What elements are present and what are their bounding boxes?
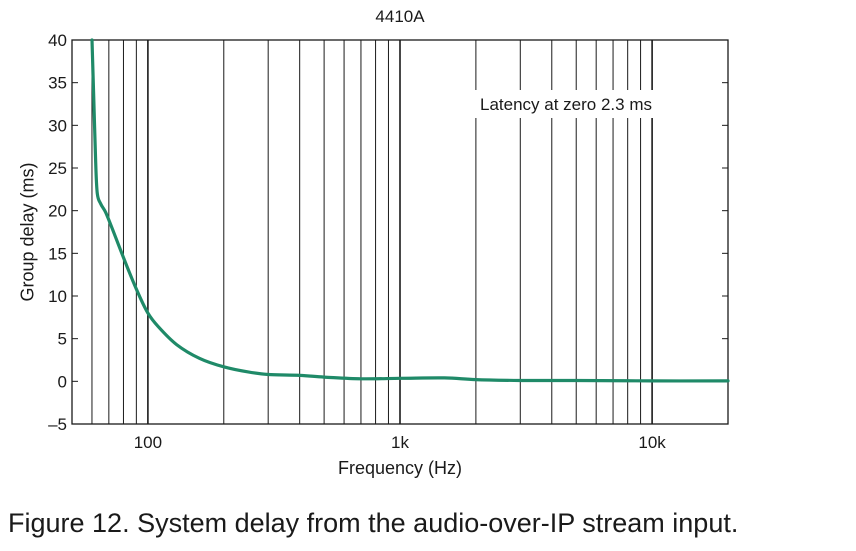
y-tick-label: 35 bbox=[48, 74, 67, 93]
latency-annotation-background bbox=[471, 90, 704, 118]
plot-frame bbox=[71, 39, 729, 425]
x-axis-title: Frequency (Hz) bbox=[338, 458, 462, 478]
y-tick-label: 20 bbox=[48, 202, 67, 221]
y-tick-label: 25 bbox=[48, 159, 67, 178]
series bbox=[90, 38, 730, 383]
latency-annotation: Latency at zero 2.3 ms bbox=[471, 90, 704, 118]
y-tick-label: 0 bbox=[58, 372, 67, 391]
chart-title: 4410A bbox=[375, 7, 425, 26]
y-tick-label: –5 bbox=[48, 415, 67, 434]
x-tick-label: 1k bbox=[391, 433, 409, 452]
figure-caption: Figure 12. System delay from the audio-o… bbox=[8, 508, 739, 538]
group-delay-line bbox=[90, 38, 730, 383]
x-tick-label: 100 bbox=[134, 433, 162, 452]
y-tick-label: 30 bbox=[48, 116, 67, 135]
tick-labels: 40 35 30 25 20 15 10 5 0 –5 100 1k 10k bbox=[48, 31, 666, 452]
grid bbox=[91, 40, 653, 424]
y-tick-label: 15 bbox=[48, 244, 67, 263]
y-axis-title: Group delay (ms) bbox=[17, 162, 37, 301]
group-delay-chart: 40 35 30 25 20 15 10 5 0 –5 100 1k 10k Latency at ze… bbox=[17, 7, 730, 478]
x-tick-label: 10k bbox=[638, 433, 666, 452]
y-tick-label: 40 bbox=[48, 31, 67, 50]
y-tick-label: 5 bbox=[58, 330, 67, 349]
y-tick-label: 10 bbox=[48, 287, 67, 306]
latency-annotation-text: Latency at zero 2.3 ms bbox=[480, 95, 652, 114]
